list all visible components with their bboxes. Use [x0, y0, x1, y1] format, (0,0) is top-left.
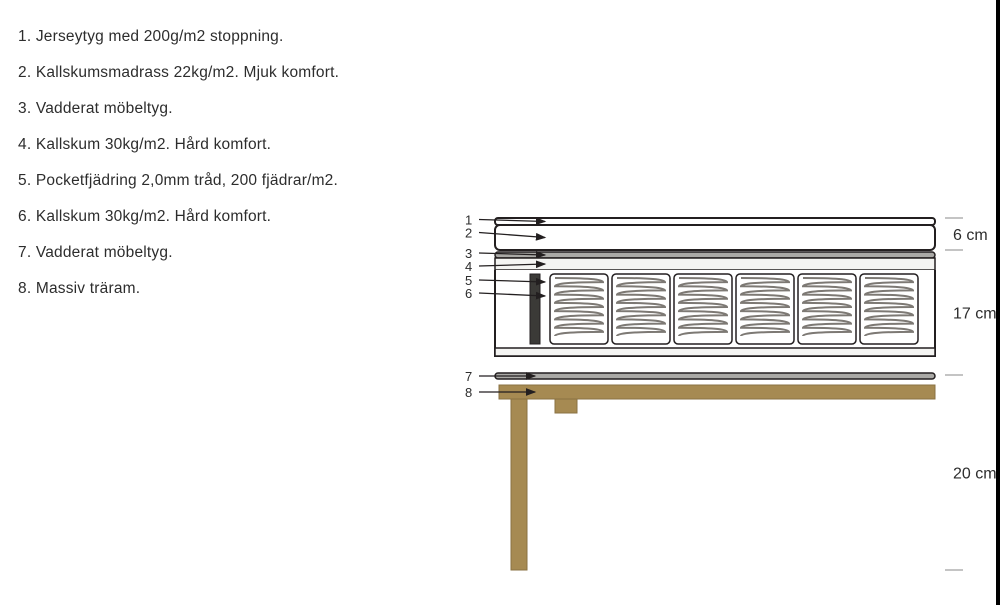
legend-item: 3. Vadderat möbeltyg. [18, 100, 438, 118]
legend-item: 5. Pocketfjädring 2,0mm tråd, 200 fjädra… [18, 172, 438, 190]
svg-text:8: 8 [465, 385, 472, 400]
svg-text:6: 6 [465, 286, 472, 301]
svg-text:17 cm: 17 cm [953, 306, 997, 323]
svg-text:6 cm: 6 cm [953, 227, 988, 244]
legend-list: 1. Jerseytyg med 200g/m2 stoppning. 2. K… [18, 28, 438, 316]
legend-item: 1. Jerseytyg med 200g/m2 stoppning. [18, 28, 438, 46]
svg-text:7: 7 [465, 369, 472, 384]
legend-item: 2. Kallskumsmadrass 22kg/m2. Mjuk komfor… [18, 64, 438, 82]
mattress-cross-section-diagram: 123456786 cm17 cm20 cm [455, 215, 1000, 605]
legend-item: 8. Massiv träram. [18, 280, 438, 298]
svg-text:4: 4 [465, 259, 472, 274]
legend-item: 7. Vadderat möbeltyg. [18, 244, 438, 262]
svg-text:20 cm: 20 cm [953, 466, 997, 483]
legend-item: 6. Kallskum 30kg/m2. Hård komfort. [18, 208, 438, 226]
legend-item: 4. Kallskum 30kg/m2. Hård komfort. [18, 136, 438, 154]
page-right-border [996, 0, 1000, 605]
svg-text:2: 2 [465, 226, 472, 241]
